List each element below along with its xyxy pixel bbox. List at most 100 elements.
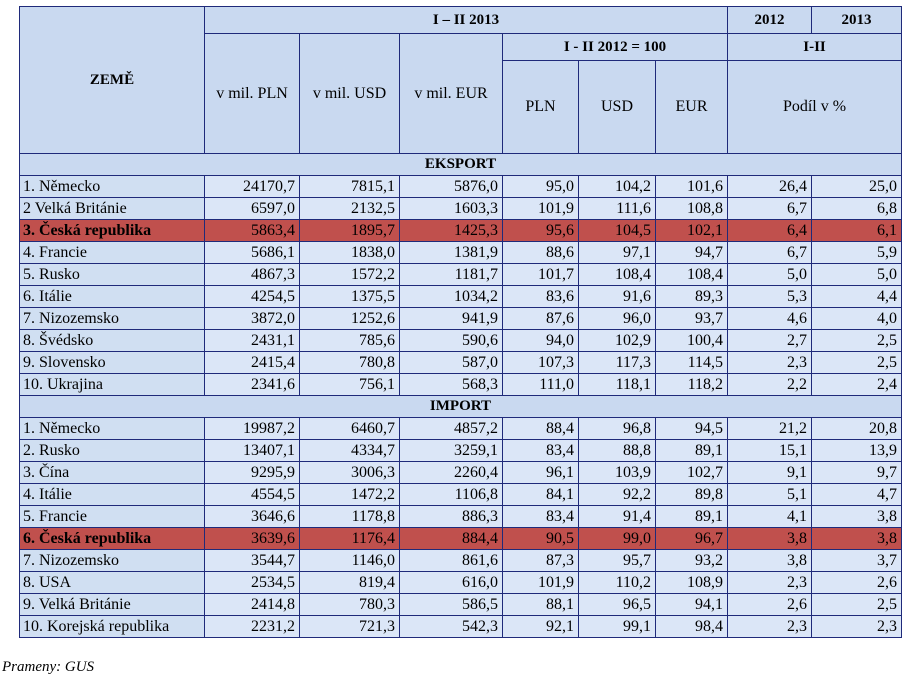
country-cell: 7. Nizozemsko	[19, 307, 205, 330]
value-cell-pln: 4254,5	[204, 285, 300, 308]
value-cell-ipln: 96,1	[502, 461, 579, 484]
value-cell-pln: 5863,4	[204, 219, 300, 242]
value-cell-s2013: 4,4	[811, 285, 902, 308]
country-cell: 1. Německo	[19, 417, 205, 440]
value-cell-s2012: 2,7	[727, 329, 812, 352]
table-row: 5. Francie 3646,6 1178,8 886,3 83,4 91,4 89,1 4…	[19, 505, 902, 528]
value-cell-usd: 780,8	[299, 351, 400, 374]
value-cell-iusd: 104,5	[578, 219, 656, 242]
table-row: 1. Německo 24170,7 7815,1 5876,0 95,0 104,2 10…	[19, 175, 902, 198]
country-cell: 9. Velká Británie	[19, 593, 205, 616]
value-cell-iusd: 92,2	[578, 483, 656, 506]
value-cell-eur: 3259,1	[399, 439, 503, 462]
value-cell-s2013: 2,5	[811, 593, 902, 616]
value-cell-s2012: 5,3	[727, 285, 812, 308]
value-cell-pln: 5686,1	[204, 241, 300, 264]
value-cell-ieur: 102,1	[655, 219, 728, 242]
value-cell-s2012: 6,4	[727, 219, 812, 242]
value-cell-usd: 1838,0	[299, 241, 400, 264]
value-cell-s2013: 25,0	[811, 175, 902, 198]
value-cell-ipln: 95,6	[502, 219, 579, 242]
value-cell-iusd: 108,4	[578, 263, 656, 286]
value-cell-ipln: 88,1	[502, 593, 579, 616]
value-cell-s2012: 6,7	[727, 241, 812, 264]
value-cell-ieur: 93,7	[655, 307, 728, 330]
value-cell-usd: 780,3	[299, 593, 400, 616]
value-cell-s2013: 3,7	[811, 549, 902, 572]
table-row: 2. Rusko 13407,1 4334,7 3259,1 83,4 88,8 89,1 1…	[19, 439, 902, 462]
value-cell-s2012: 6,7	[727, 197, 812, 220]
value-cell-eur: 2260,4	[399, 461, 503, 484]
value-cell-eur: 1106,8	[399, 483, 503, 506]
value-cell-s2013: 9,7	[811, 461, 902, 484]
country-cell: 10. Ukrajina	[19, 373, 205, 396]
value-cell-eur: 568,3	[399, 373, 503, 396]
value-cell-pln: 2415,4	[204, 351, 300, 374]
table-header: ZEMĚ I – II 2013 2012 2013 v mil. PLN v …	[19, 6, 902, 154]
value-cell-s2012: 2,6	[727, 593, 812, 616]
value-cell-s2012: 9,1	[727, 461, 812, 484]
value-cell-iusd: 95,7	[578, 549, 656, 572]
value-cell-iusd: 111,6	[578, 197, 656, 220]
value-cell-s2013: 20,8	[811, 417, 902, 440]
value-cell-pln: 3544,7	[204, 549, 300, 572]
value-cell-pln: 2431,1	[204, 329, 300, 352]
table-body: EKSPORT 1. Německo 24170,7 7815,1 5876,0 95,…	[19, 153, 902, 638]
value-cell-pln: 24170,7	[204, 175, 300, 198]
value-cell-usd: 1178,8	[299, 505, 400, 528]
value-cell-ipln: 101,9	[502, 571, 579, 594]
index-eur-header: EUR	[655, 60, 728, 154]
table-row: 7. Nizozemsko 3544,7 1146,0 861,6 87,3 95,7 93…	[19, 549, 902, 572]
value-cell-eur: 616,0	[399, 571, 503, 594]
table-row: 7. Nizozemsko 3872,0 1252,6 941,9 87,6 96,0 93…	[19, 307, 902, 330]
value-cell-iusd: 104,2	[578, 175, 656, 198]
value-cell-pln: 3639,6	[204, 527, 300, 550]
value-cell-pln: 2414,8	[204, 593, 300, 616]
value-cell-iusd: 103,9	[578, 461, 656, 484]
value-cell-ieur: 89,1	[655, 505, 728, 528]
source-note: Prameny: GUS	[2, 659, 95, 675]
country-cell: 3. Česká republika	[19, 219, 205, 242]
value-cell-ieur: 94,1	[655, 593, 728, 616]
index-usd-header: USD	[578, 60, 656, 154]
value-cell-eur: 861,6	[399, 549, 503, 572]
value-cell-usd: 7815,1	[299, 175, 400, 198]
value-cell-s2012: 2,3	[727, 615, 812, 638]
country-cell: 8. Švédsko	[19, 329, 205, 352]
table-row: 8. USA 2534,5 819,4 616,0 101,9 110,2 108,9 2,3…	[19, 571, 902, 594]
value-cell-s2012: 2,2	[727, 373, 812, 396]
value-cell-eur: 1603,3	[399, 197, 503, 220]
value-cell-ipln: 83,6	[502, 285, 579, 308]
value-cell-ipln: 88,6	[502, 241, 579, 264]
value-cell-eur: 941,9	[399, 307, 503, 330]
value-cell-ipln: 111,0	[502, 373, 579, 396]
value-cell-iusd: 99,0	[578, 527, 656, 550]
value-cell-eur: 886,3	[399, 505, 503, 528]
country-cell: 5. Francie	[19, 505, 205, 528]
value-cell-eur: 4857,2	[399, 417, 503, 440]
table-row: 2 Velká Británie 6597,0 2132,5 1603,3 101,9 1…	[19, 197, 902, 220]
value-cell-usd: 4334,7	[299, 439, 400, 462]
pln-column-header: v mil. PLN	[204, 33, 300, 154]
value-cell-usd: 1252,6	[299, 307, 400, 330]
country-cell: 6. Česká republika	[19, 527, 205, 550]
year-2012-header: 2012	[727, 6, 812, 34]
value-cell-iusd: 99,1	[578, 615, 656, 638]
value-cell-eur: 587,0	[399, 351, 503, 374]
value-cell-iusd: 117,3	[578, 351, 656, 374]
value-cell-iusd: 96,8	[578, 417, 656, 440]
value-cell-ieur: 118,2	[655, 373, 728, 396]
country-cell: 4. Itálie	[19, 483, 205, 506]
value-cell-eur: 1034,2	[399, 285, 503, 308]
value-cell-eur: 590,6	[399, 329, 503, 352]
country-column-header: ZEMĚ	[19, 6, 205, 154]
trade-table-container: ZEMĚ I – II 2013 2012 2013 v mil. PLN v …	[19, 6, 902, 638]
value-cell-usd: 819,4	[299, 571, 400, 594]
value-cell-ieur: 94,5	[655, 417, 728, 440]
table-row: 9. Slovensko 2415,4 780,8 587,0 107,3 117,3 11…	[19, 351, 902, 374]
value-cell-iusd: 88,8	[578, 439, 656, 462]
table-row: 1. Německo 19987,2 6460,7 4857,2 88,4 96,8 94,…	[19, 417, 902, 440]
country-cell: 9. Slovensko	[19, 351, 205, 374]
value-cell-eur: 1425,3	[399, 219, 503, 242]
country-cell: 8. USA	[19, 571, 205, 594]
